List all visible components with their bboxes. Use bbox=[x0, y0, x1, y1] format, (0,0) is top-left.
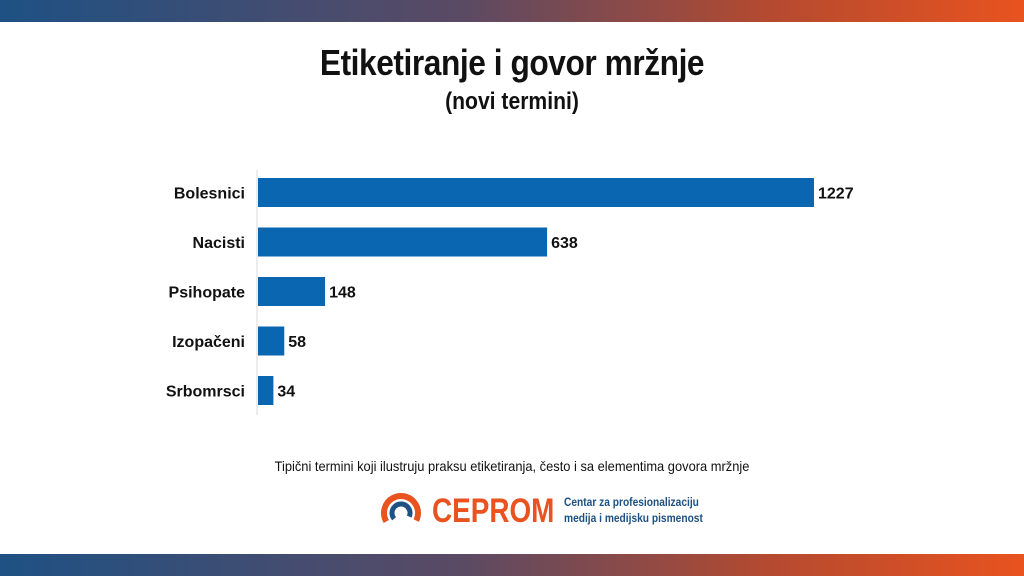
category-label: Srbomrsci bbox=[166, 384, 245, 401]
category-label: Psihopate bbox=[169, 285, 246, 302]
bottom-gradient-band bbox=[0, 554, 1024, 576]
category-label: Bolesnici bbox=[174, 186, 245, 203]
bar bbox=[258, 227, 548, 257]
category-label: Nacisti bbox=[193, 235, 245, 252]
logo-description-line-1: Centar za profesionalizaciju bbox=[564, 495, 699, 509]
logo-description: Centar za profesionalizaciju medija i me… bbox=[564, 494, 703, 526]
data-label: 1227 bbox=[818, 186, 854, 203]
bar bbox=[258, 326, 285, 356]
ceprom-logo-icon bbox=[381, 493, 421, 533]
logo-name: CEPROM bbox=[432, 492, 555, 530]
data-label: 148 bbox=[329, 285, 356, 302]
category-label: Izopačeni bbox=[172, 334, 245, 351]
bar bbox=[258, 178, 814, 207]
ceprom-logo: CEPROM Centar za profesionalizaciju medi… bbox=[378, 488, 703, 536]
chart-caption: Tipični termini koji ilustruju praksu et… bbox=[274, 458, 750, 474]
chart-title: Etiketiranje i govor mržnje bbox=[319, 42, 705, 83]
bar bbox=[258, 277, 326, 306]
top-gradient-band bbox=[0, 0, 1024, 22]
chart-subtitle: (novi termini) bbox=[445, 88, 579, 115]
logo-description-line-2: medija i medijsku pismenost bbox=[564, 511, 703, 525]
data-label: 34 bbox=[277, 384, 295, 401]
data-label: 638 bbox=[551, 235, 578, 252]
bar bbox=[258, 376, 274, 405]
data-label: 58 bbox=[288, 334, 306, 351]
